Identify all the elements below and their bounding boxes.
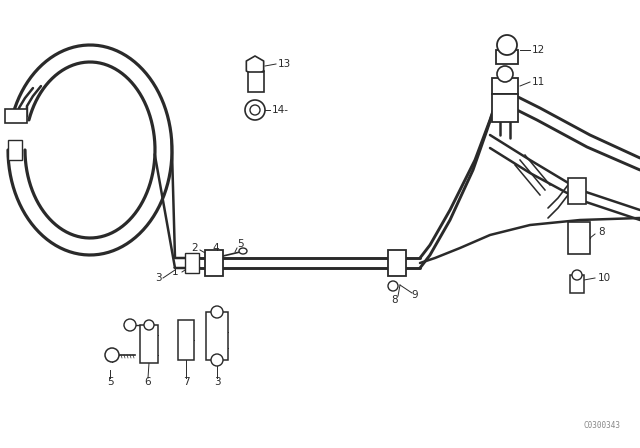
Bar: [205, 250, 223, 276]
Circle shape: [144, 320, 154, 330]
Text: 2: 2: [192, 243, 198, 253]
Bar: [140, 325, 158, 363]
Text: 9: 9: [412, 290, 419, 300]
Text: 7: 7: [182, 377, 189, 387]
Text: 4: 4: [212, 243, 220, 253]
Circle shape: [388, 281, 398, 291]
Bar: [388, 250, 406, 276]
Circle shape: [105, 348, 119, 362]
Bar: [248, 72, 264, 92]
Text: 6: 6: [145, 377, 151, 387]
Bar: [570, 275, 584, 293]
Bar: [185, 253, 199, 273]
Text: 1: 1: [172, 267, 179, 277]
Text: 8: 8: [598, 227, 605, 237]
Text: 5: 5: [237, 239, 243, 249]
Text: 8: 8: [392, 295, 398, 305]
Bar: [568, 222, 590, 254]
Circle shape: [211, 354, 223, 366]
Text: 10: 10: [598, 273, 611, 283]
Bar: [5, 109, 27, 123]
Bar: [492, 78, 518, 94]
Bar: [206, 312, 228, 360]
Bar: [178, 320, 194, 360]
Text: C0300343: C0300343: [583, 421, 620, 430]
Circle shape: [572, 270, 582, 280]
Bar: [568, 178, 586, 204]
Text: 3: 3: [155, 273, 161, 283]
Circle shape: [211, 306, 223, 318]
Ellipse shape: [239, 248, 247, 254]
Text: 13: 13: [278, 59, 291, 69]
Text: 3: 3: [214, 377, 220, 387]
Circle shape: [250, 105, 260, 115]
Circle shape: [497, 35, 517, 55]
Circle shape: [245, 100, 265, 120]
Text: 5: 5: [107, 377, 113, 387]
Circle shape: [497, 66, 513, 82]
Circle shape: [124, 319, 136, 331]
Bar: [492, 94, 518, 122]
Text: 12: 12: [532, 45, 545, 55]
Text: 11: 11: [532, 77, 545, 87]
Bar: [8, 140, 22, 160]
Bar: [496, 50, 518, 64]
Text: 14-: 14-: [272, 105, 289, 115]
